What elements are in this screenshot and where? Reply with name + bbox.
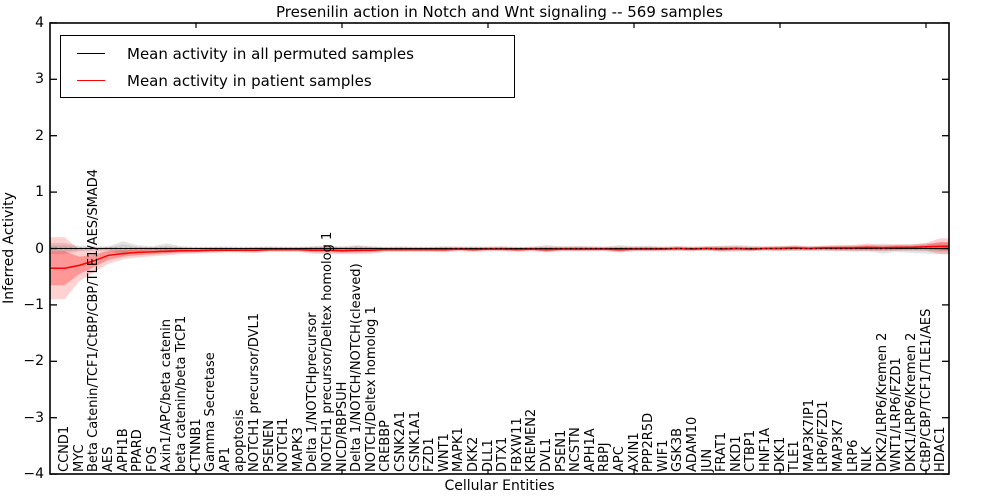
patient-band-inner xyxy=(50,241,949,286)
legend: Mean activity in all permuted samples Mea… xyxy=(60,35,515,98)
legend-item-label: Mean activity in patient samples xyxy=(127,71,372,90)
patient-mean-line xyxy=(50,245,949,269)
legend-item: Mean activity in patient samples xyxy=(61,67,514,94)
chart-title: Presenilin action in Notch and Wnt signa… xyxy=(275,3,723,21)
legend-line-sample xyxy=(77,53,105,54)
legend-item: Mean activity in all permuted samples xyxy=(61,40,514,67)
legend-item-label: Mean activity in all permuted samples xyxy=(127,44,414,63)
y-axis-label: Inferred Activity xyxy=(1,192,17,304)
x-axis-label: Cellular Entities xyxy=(444,478,555,494)
legend-line-sample xyxy=(77,80,105,81)
